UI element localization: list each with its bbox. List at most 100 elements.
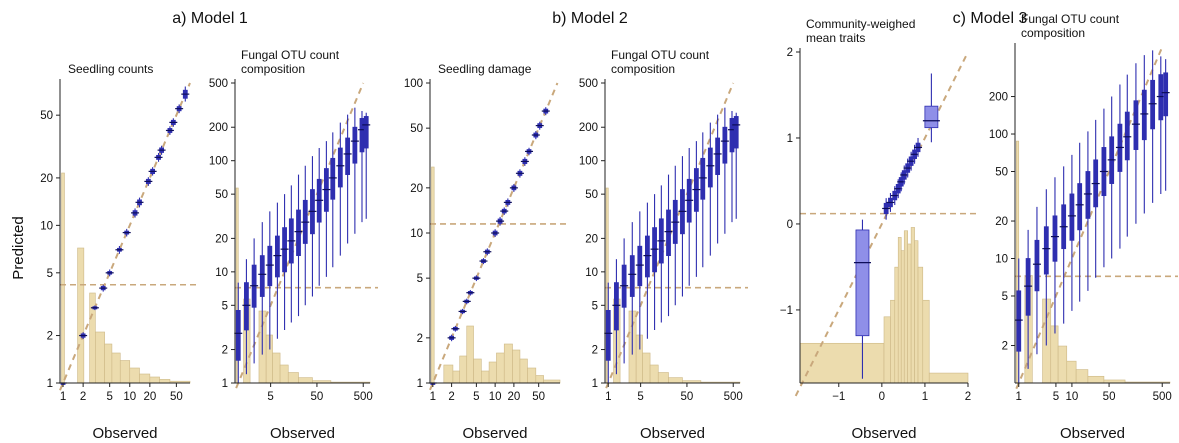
box <box>472 275 481 282</box>
box-body <box>614 282 619 331</box>
box <box>525 147 534 156</box>
box <box>131 208 140 218</box>
box-body <box>1124 111 1130 161</box>
panel-title-line: Seedling damage <box>438 62 532 76</box>
box-body <box>1133 100 1139 150</box>
box-body <box>267 245 273 287</box>
histogram-bar <box>512 349 521 384</box>
y-tick-label: 200 <box>579 122 598 134</box>
box <box>853 219 871 379</box>
box-body <box>1034 239 1040 292</box>
histogram <box>431 166 561 384</box>
histogram-bar <box>459 355 468 384</box>
y-tick-label: 20 <box>410 183 423 195</box>
box-body <box>629 255 635 297</box>
histogram-bar <box>298 377 313 384</box>
box <box>350 107 359 234</box>
box <box>308 156 317 297</box>
x-tick-label: 500 <box>354 391 373 403</box>
box-body <box>274 235 280 278</box>
histogram-bar <box>466 325 474 384</box>
box-body <box>605 309 611 361</box>
box-body <box>1025 258 1031 316</box>
histogram-bar <box>431 166 435 384</box>
box <box>458 308 467 315</box>
box <box>531 131 540 140</box>
histogram-bar <box>907 243 912 384</box>
box-body <box>330 157 336 200</box>
y-tick-label: 50 <box>215 189 228 201</box>
y-tick-label: 50 <box>585 189 598 201</box>
y-tick-label: 1 <box>47 378 53 390</box>
box-body <box>1150 79 1156 130</box>
y-tick-label: 50 <box>995 166 1008 178</box>
box-body <box>1085 171 1091 219</box>
model-1-title: a) Model 1 <box>172 10 248 27</box>
box <box>135 197 144 208</box>
histogram-bar <box>903 230 908 384</box>
box <box>657 185 666 323</box>
panel-title-line: Fungal OTU count <box>241 48 340 62</box>
box <box>79 332 88 340</box>
boxplots <box>853 73 940 379</box>
histogram-bar <box>139 373 151 384</box>
x-tick-label: 10 <box>1066 391 1079 403</box>
box <box>664 174 673 317</box>
x-tick-label: 20 <box>143 391 156 403</box>
box-body <box>235 309 241 361</box>
box <box>99 284 108 292</box>
histogram-bar <box>452 370 461 384</box>
box <box>1014 258 1023 383</box>
histogram-bar <box>95 331 105 384</box>
histogram <box>799 227 969 384</box>
panel-2: 1 2 5 10 20 50 100 200 500 5 50 500 Fungal OTU count… <box>209 48 378 442</box>
histogram-bar <box>519 358 528 384</box>
panel-title: Seedling damage <box>438 62 532 76</box>
box <box>328 132 337 268</box>
histogram-bar <box>928 372 969 384</box>
panel-title-line: composition <box>1021 26 1085 40</box>
y-tick-label: 2 <box>787 47 793 59</box>
box <box>362 112 371 219</box>
x-tick-label: 0 <box>879 391 885 403</box>
panel-title-line: Community-weighed <box>806 17 915 31</box>
y-tick-label: 500 <box>209 78 228 90</box>
box-body <box>244 282 249 331</box>
histogram-bar <box>1075 369 1089 384</box>
box <box>732 112 741 219</box>
box-body <box>637 245 643 287</box>
y-tick-label: 100 <box>404 78 423 90</box>
x-axis-label: Observed <box>92 425 157 442</box>
y-tick-label: 100 <box>209 156 228 168</box>
panel-title-line: composition <box>241 62 305 76</box>
box <box>154 152 163 162</box>
box <box>165 126 174 135</box>
box <box>1042 189 1051 346</box>
box <box>1032 206 1041 355</box>
x-tick-label: 1 <box>922 391 928 403</box>
box <box>1059 166 1068 324</box>
histogram <box>1016 140 1171 384</box>
panel-5: −1 0 1 2 −1 0 1 2 Community-weighed mean traits Ob… <box>780 17 976 442</box>
box-body <box>296 209 301 257</box>
box <box>265 211 274 350</box>
y-tick-label: 5 <box>1002 291 1008 303</box>
y-tick-label: 2 <box>1002 341 1008 353</box>
box <box>242 259 251 375</box>
box-body <box>700 157 706 200</box>
y-tick-label: 20 <box>215 233 228 245</box>
histogram-bar <box>917 266 924 384</box>
x-tick-label: 50 <box>1103 391 1116 403</box>
box <box>1107 96 1116 259</box>
box <box>148 167 157 176</box>
box <box>620 238 629 364</box>
y-tick-label: 10 <box>995 254 1008 266</box>
histogram-bar <box>503 343 513 384</box>
panel-title-line: Fungal OTU count <box>611 48 710 62</box>
box-body <box>1163 72 1169 117</box>
box <box>500 207 509 215</box>
panel-title-line: composition <box>611 62 675 76</box>
box <box>479 258 488 265</box>
x-tick-label: 50 <box>532 391 545 403</box>
histogram-bar <box>657 372 669 384</box>
